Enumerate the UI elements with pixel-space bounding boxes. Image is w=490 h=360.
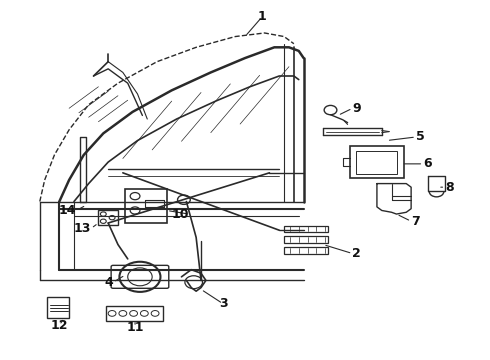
Bar [284,236,328,243]
Text: 2: 2 [352,247,361,260]
Text: 5: 5 [416,130,425,144]
Bar [125,189,167,223]
Bar [350,146,404,178]
Text: 11: 11 [126,320,144,333]
Text: 6: 6 [423,157,432,170]
Text: 9: 9 [352,102,361,115]
Bar [106,306,163,320]
Text: 8: 8 [445,181,454,194]
Text: 1: 1 [258,10,267,23]
Text: 13: 13 [74,222,91,235]
Bar [284,226,328,232]
Text: 12: 12 [50,319,68,332]
Text: 10: 10 [172,208,189,221]
Text: 14: 14 [59,204,76,217]
Bar [47,297,69,318]
Text: 3: 3 [219,297,227,310]
Text: 4: 4 [104,276,113,289]
Bar [284,247,328,253]
Text: 7: 7 [411,215,420,228]
Bar [356,150,397,174]
Bar [98,211,118,225]
